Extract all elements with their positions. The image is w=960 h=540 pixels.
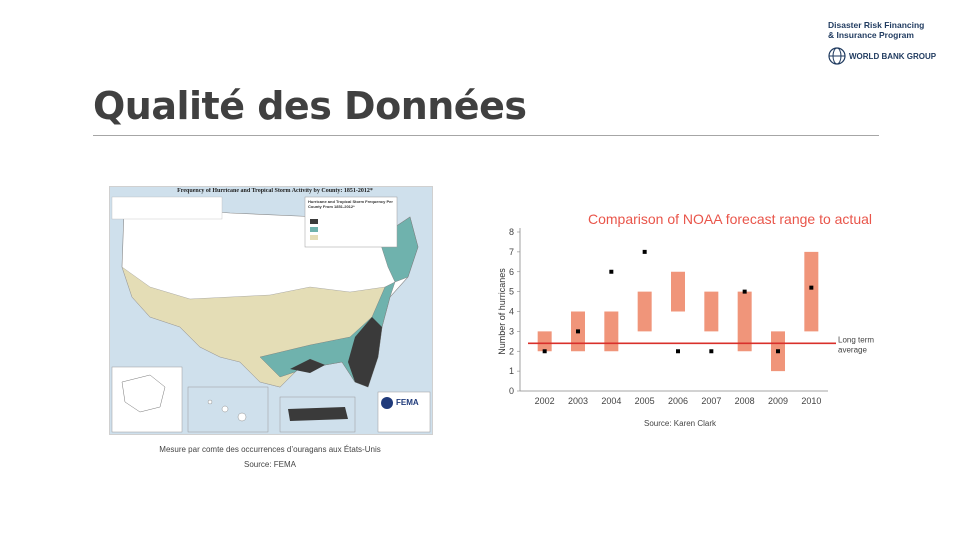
x-tick-label: 2004 (601, 396, 621, 406)
x-tick-label: 2009 (768, 396, 788, 406)
globe-icon (828, 47, 846, 65)
actual-hurricane-point (609, 269, 614, 274)
x-tick-label: 2005 (635, 396, 655, 406)
hurricane-frequency-map: Frequency of Hurricane and Tropical Stor… (109, 186, 433, 435)
title-divider (93, 135, 879, 136)
actual-hurricane-point (809, 285, 814, 290)
page-title: Qualité des Données (93, 84, 527, 128)
world-bank-logo: WORLD BANK GROUP (828, 47, 938, 65)
logo-line-2: & Insurance Program (828, 30, 914, 40)
y-tick-label: 5 (509, 287, 514, 297)
map-title: Frequency of Hurricane and Tropical Stor… (177, 188, 373, 194)
x-tick-label: 2008 (735, 396, 755, 406)
forecast-range-bar (637, 291, 652, 332)
forecast-range-bar (671, 271, 685, 312)
chart-y-axis-label: Number of hurricanes (497, 268, 507, 355)
y-tick-label: 0 (509, 386, 514, 396)
map-drawing (110, 187, 432, 434)
actual-hurricane-point (776, 349, 780, 354)
chart-title: Comparison of NOAA forecast range to act… (588, 211, 872, 227)
y-tick-label: 7 (509, 247, 514, 257)
forecast-range-bar (537, 331, 552, 352)
long-term-label-line-2: average (838, 345, 867, 354)
y-tick-label: 2 (509, 346, 514, 356)
actual-hurricane-point (642, 249, 647, 254)
map-caption-line-2: Source: FEMA (243, 460, 296, 469)
actual-hurricane-point (709, 349, 714, 354)
actual-hurricane-point (742, 289, 747, 294)
actual-hurricane-point (676, 349, 680, 354)
fema-brand: FEMA (396, 398, 419, 407)
logo-org: WORLD BANK GROUP (849, 51, 937, 61)
actual-hurricane-point (542, 349, 547, 354)
y-tick-label: 3 (509, 326, 514, 336)
forecast-range-bar (737, 291, 752, 352)
forecast-range-bar (804, 251, 819, 332)
program-logo: Disaster Risk Financing & Insurance Prog… (828, 20, 938, 70)
x-tick-label: 2007 (701, 396, 721, 406)
x-tick-label: 2010 (801, 396, 821, 406)
x-tick-label: 2006 (668, 396, 688, 406)
y-tick-label: 8 (509, 227, 514, 237)
map-legend-title: Hurricane and Tropical Storm Frequency P… (308, 199, 393, 209)
noaa-comparison-chart: Comparison of NOAA forecast range to act… (497, 211, 874, 406)
x-tick-label: 2003 (568, 396, 588, 406)
y-tick-label: 6 (509, 267, 514, 277)
long-term-label-line-1: Long term (838, 335, 874, 344)
forecast-range-bar (704, 291, 719, 332)
actual-hurricane-point (576, 329, 580, 334)
map-caption-line-1: Mesure par comte des occurrences d’ourag… (159, 445, 381, 454)
x-tick-label: 2002 (535, 396, 555, 406)
forecast-range-bar (604, 311, 619, 352)
y-tick-label: 4 (509, 307, 514, 317)
map-caption: Mesure par comte des occurrences d’ourag… (109, 445, 431, 469)
logo-line-1: Disaster Risk Financing (828, 20, 925, 30)
y-tick-label: 1 (509, 366, 514, 376)
chart-source: Source: Karen Clark (643, 419, 717, 428)
